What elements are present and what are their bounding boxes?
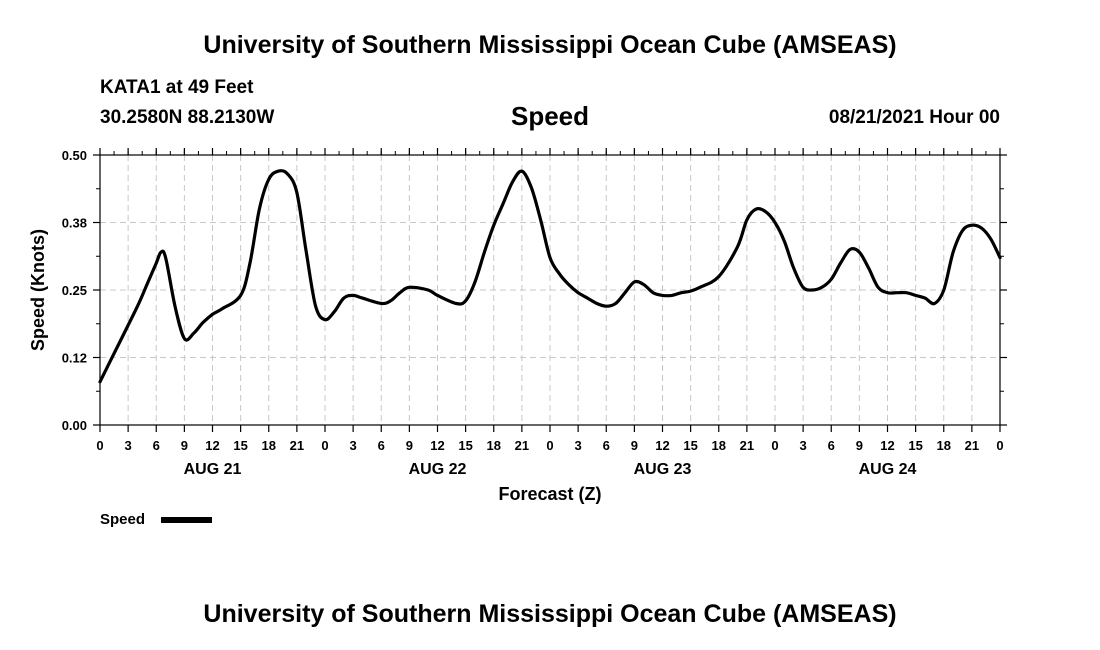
x-tick-label: 6 bbox=[378, 438, 385, 453]
x-tick-label: 0 bbox=[771, 438, 778, 453]
x-tick-label: 21 bbox=[740, 438, 754, 453]
x-tick-label: 3 bbox=[575, 438, 582, 453]
x-day-label: AUG 24 bbox=[859, 461, 917, 478]
x-tick-label: 3 bbox=[800, 438, 807, 453]
x-tick-label: 12 bbox=[880, 438, 894, 453]
station-label: KATA1 at 49 Feet bbox=[100, 77, 254, 98]
x-day-label: AUG 21 bbox=[184, 461, 242, 478]
legend-label: Speed bbox=[100, 511, 145, 528]
x-tick-label: 15 bbox=[458, 438, 472, 453]
y-tick-label: 0.12 bbox=[62, 351, 87, 366]
x-tick-label: 6 bbox=[153, 438, 160, 453]
x-tick-label: 0 bbox=[96, 438, 103, 453]
y-axis-title: Speed (Knots) bbox=[28, 229, 48, 351]
x-tick-label: 18 bbox=[712, 438, 726, 453]
chart-footer-title: University of Southern Mississippi Ocean… bbox=[203, 600, 897, 628]
x-tick-label: 18 bbox=[937, 438, 951, 453]
x-tick-label: 9 bbox=[631, 438, 638, 453]
x-day-label: AUG 22 bbox=[409, 461, 467, 478]
y-tick-label: 0.50 bbox=[62, 148, 87, 163]
x-tick-label: 18 bbox=[262, 438, 276, 453]
x-tick-label: 0 bbox=[546, 438, 553, 453]
x-tick-label: 15 bbox=[233, 438, 247, 453]
run-datetime: 08/21/2021 Hour 00 bbox=[828, 107, 1000, 128]
x-tick-label: 9 bbox=[181, 438, 188, 453]
x-tick-label: 21 bbox=[515, 438, 529, 453]
x-tick-label: 0 bbox=[996, 438, 1003, 453]
x-tick-label: 12 bbox=[430, 438, 444, 453]
x-tick-label: 9 bbox=[856, 438, 863, 453]
y-tick-label: 0.25 bbox=[62, 283, 87, 298]
station-coordinates: 30.2580N 88.2130W bbox=[100, 107, 275, 128]
x-tick-label: 12 bbox=[205, 438, 219, 453]
x-tick-label: 3 bbox=[350, 438, 357, 453]
speed-series-line bbox=[98, 169, 1002, 384]
x-day-label: AUG 23 bbox=[634, 461, 692, 478]
x-tick-label: 21 bbox=[965, 438, 979, 453]
y-tick-label: 0.00 bbox=[62, 418, 87, 433]
x-tick-label: 6 bbox=[603, 438, 610, 453]
variable-title: Speed bbox=[510, 101, 590, 131]
speed-chart: 0.00 0.12 0.25 0.38 0.50 0 3 6 9 12 15 18 21 0 3 6 9 12 15… bbox=[28, 148, 1007, 528]
x-tick-label: 15 bbox=[908, 438, 922, 453]
x-tick-label: 12 bbox=[655, 438, 669, 453]
chart-main-title: University of Southern Mississippi Ocean… bbox=[203, 31, 897, 59]
x-tick-label: 15 bbox=[683, 438, 697, 453]
x-tick-label: 9 bbox=[406, 438, 413, 453]
x-tick-label: 0 bbox=[321, 438, 328, 453]
x-tick-label: 3 bbox=[125, 438, 132, 453]
x-tick-label: 6 bbox=[828, 438, 835, 453]
x-tick-label: 18 bbox=[487, 438, 501, 453]
y-tick-label: 0.38 bbox=[62, 216, 87, 231]
x-tick-label: 21 bbox=[290, 438, 304, 453]
x-axis-title: Forecast (Z) bbox=[498, 484, 601, 504]
